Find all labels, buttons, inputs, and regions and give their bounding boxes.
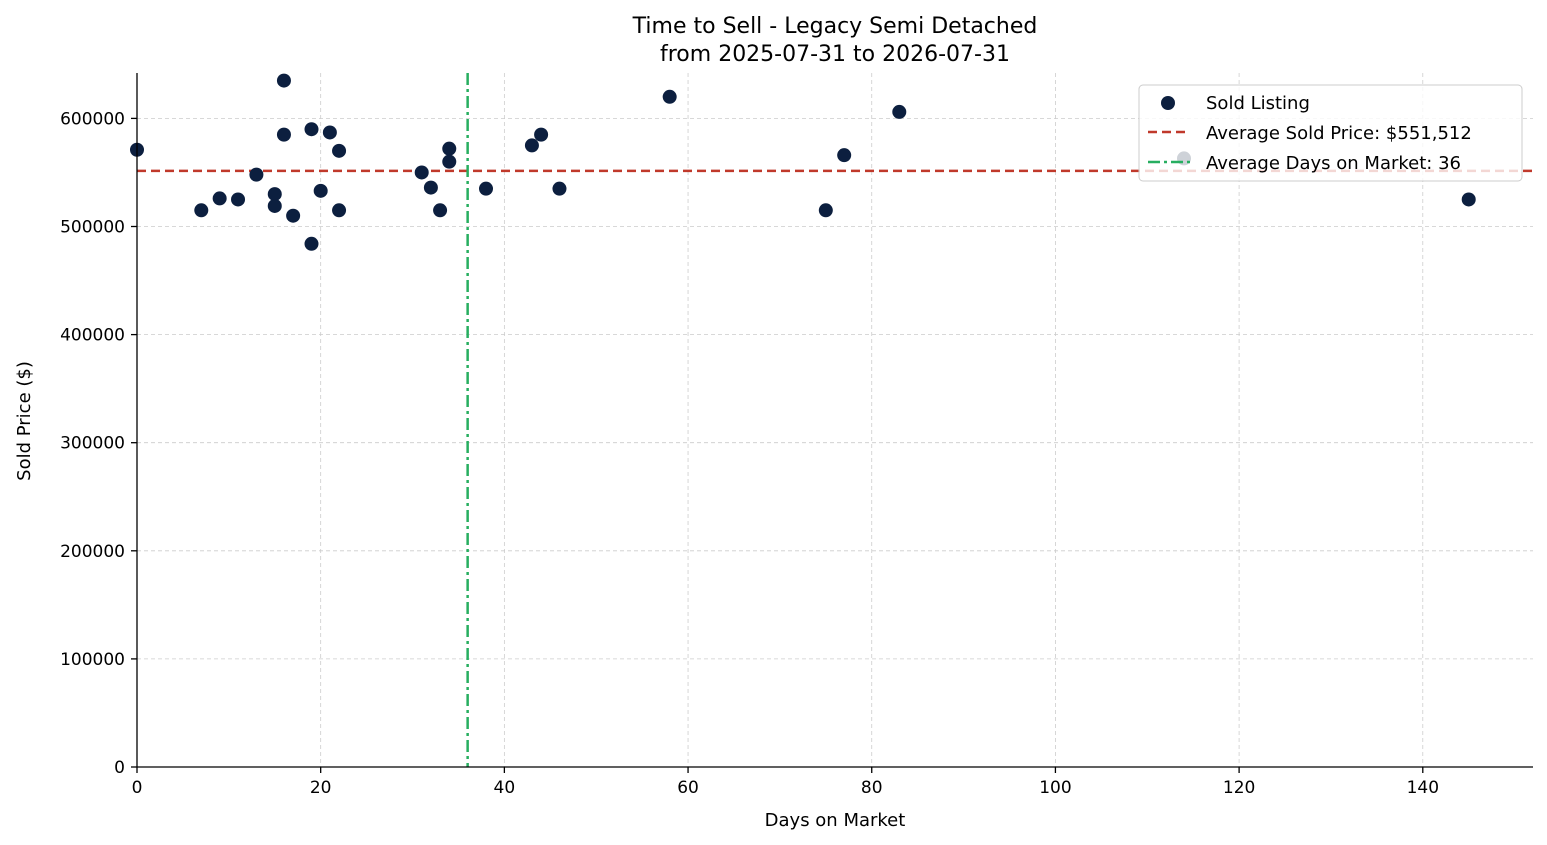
data-point xyxy=(267,187,282,202)
data-point xyxy=(249,167,264,182)
data-point xyxy=(322,125,337,140)
data-point xyxy=(442,141,457,156)
data-point xyxy=(313,183,328,198)
legend-marker-sold-listing xyxy=(1161,96,1175,110)
data-point xyxy=(1461,192,1476,207)
y-tick-label: 500000 xyxy=(60,218,125,238)
y-tick-label: 0 xyxy=(114,758,125,778)
ticks: 0 20 40 60 80 100 120 140 0 100000 200000 300000 400… xyxy=(60,109,1439,798)
data-point xyxy=(276,73,291,88)
y-tick-label: 400000 xyxy=(60,326,125,346)
x-tick-label: 20 xyxy=(310,778,332,798)
y-tick-label: 200000 xyxy=(60,542,125,562)
y-tick-label: 600000 xyxy=(60,109,125,129)
legend-label-average-days-on-market: Average Days on Market: 36 xyxy=(1206,153,1461,174)
legend: Sold Listing Average Sold Price: $551,51… xyxy=(1138,84,1523,182)
x-tick-label: 140 xyxy=(1407,778,1439,798)
data-point xyxy=(892,104,907,119)
data-point xyxy=(524,138,539,153)
data-point xyxy=(276,127,291,142)
data-point xyxy=(332,143,347,158)
x-tick-label: 0 xyxy=(132,778,143,798)
legend-box xyxy=(1138,84,1523,182)
x-tick-label: 60 xyxy=(677,778,699,798)
chart-title: Time to Sell - Legacy Semi Detached xyxy=(632,14,1038,39)
data-point xyxy=(818,203,833,218)
data-point xyxy=(423,180,438,195)
y-tick-label: 300000 xyxy=(60,434,125,454)
data-point xyxy=(414,165,429,180)
x-tick-label: 40 xyxy=(494,778,516,798)
data-point xyxy=(479,181,493,196)
y-axis-label: Sold Price ($) xyxy=(14,361,35,481)
data-point xyxy=(442,154,457,169)
legend-label-sold-listing: Sold Listing xyxy=(1206,93,1310,114)
x-tick-label: 100 xyxy=(1039,778,1071,798)
data-point xyxy=(212,191,227,206)
data-point xyxy=(286,208,301,223)
chart-subtitle: from 2025-07-31 to 2026-07-31 xyxy=(660,42,1010,67)
data-point xyxy=(552,181,567,196)
data-point xyxy=(837,148,852,163)
data-point xyxy=(534,127,549,142)
axes xyxy=(136,73,1533,768)
data-point xyxy=(267,198,282,213)
data-point xyxy=(662,89,677,104)
x-tick-label: 80 xyxy=(861,778,883,798)
data-point xyxy=(304,236,319,251)
data-point xyxy=(304,122,319,137)
x-axis-label: Days on Market xyxy=(765,810,906,831)
legend-label-average-sold-price: Average Sold Price: $551,512 xyxy=(1206,123,1472,144)
y-tick-label: 100000 xyxy=(60,650,125,670)
data-point xyxy=(231,192,246,207)
x-tick-label: 120 xyxy=(1223,778,1255,798)
data-point xyxy=(433,203,448,218)
data-point xyxy=(332,203,347,218)
data-point xyxy=(194,203,209,218)
